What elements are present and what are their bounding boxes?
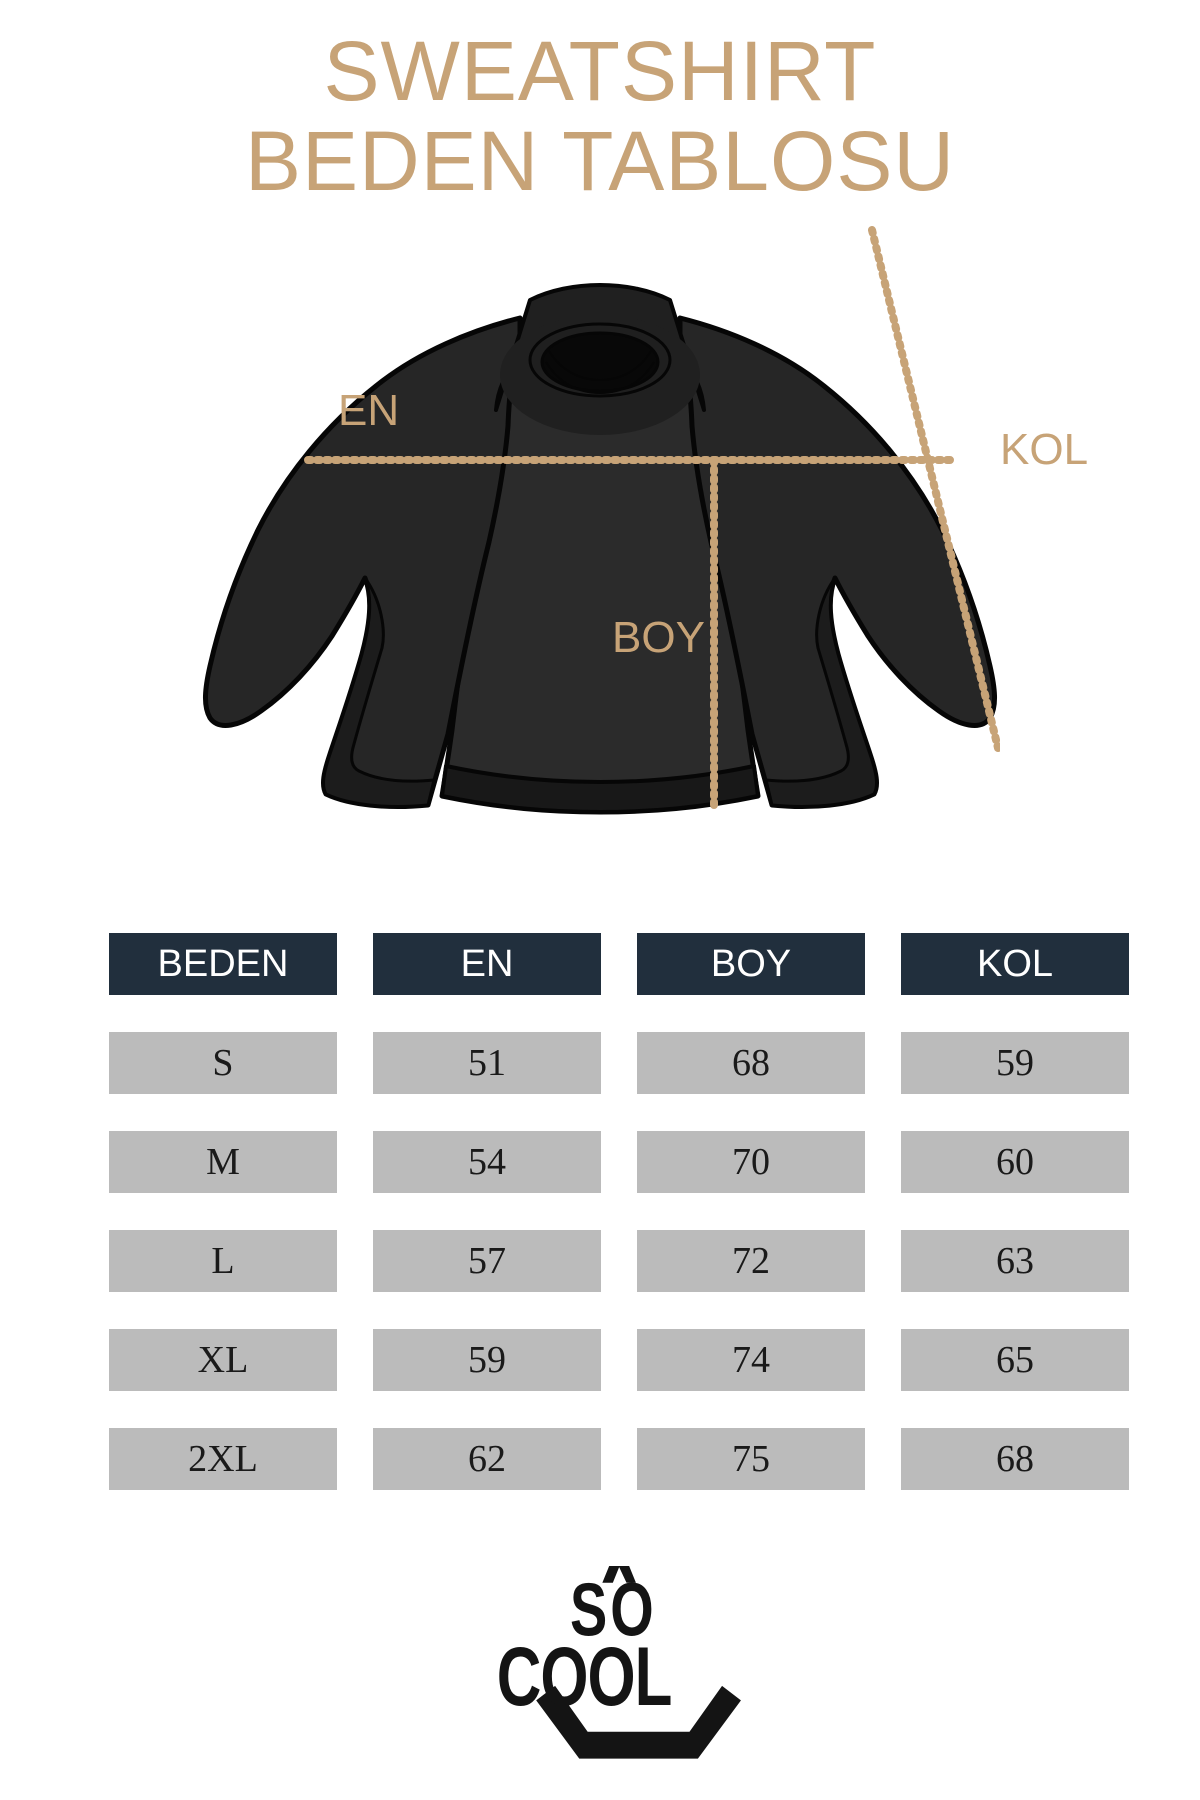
svg-text:BOY: BOY	[612, 613, 705, 662]
svg-text:EN: EN	[338, 386, 399, 435]
